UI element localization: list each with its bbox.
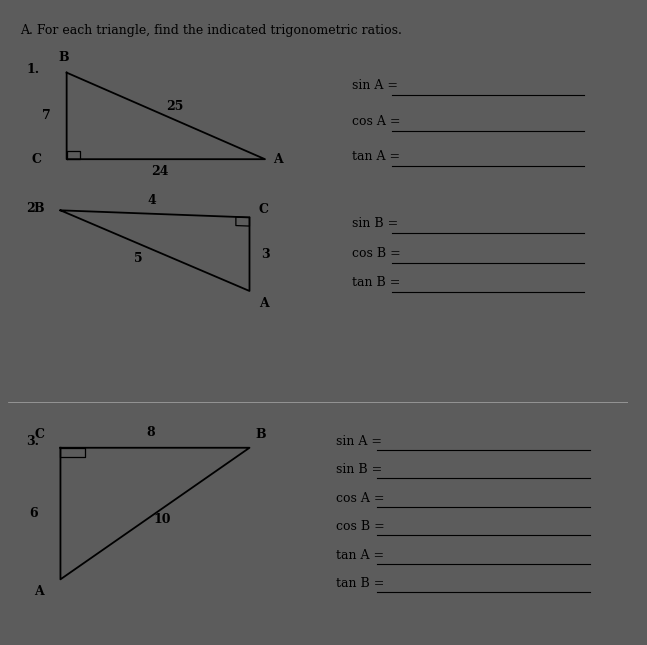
Text: 4: 4 — [147, 194, 156, 207]
Text: C: C — [35, 428, 45, 441]
Text: C: C — [259, 203, 269, 216]
Text: 3: 3 — [261, 248, 269, 261]
Text: 10: 10 — [154, 513, 171, 526]
Text: 8: 8 — [146, 426, 155, 439]
Text: cos B =: cos B = — [336, 521, 385, 533]
Text: tan A =: tan A = — [352, 150, 400, 163]
Text: 24: 24 — [151, 165, 168, 178]
Text: sin A =: sin A = — [336, 435, 382, 448]
Text: sin A =: sin A = — [352, 79, 398, 92]
Text: sin B =: sin B = — [336, 463, 382, 476]
Text: 5: 5 — [134, 252, 142, 265]
Text: 3.: 3. — [27, 435, 39, 448]
Text: cos A =: cos A = — [352, 115, 400, 128]
Text: A: A — [259, 297, 269, 310]
Text: cos B =: cos B = — [352, 246, 400, 259]
Text: B: B — [256, 428, 267, 441]
Text: 7: 7 — [42, 110, 50, 123]
Text: B: B — [58, 51, 69, 64]
Text: 2.: 2. — [27, 203, 39, 215]
Text: 25: 25 — [166, 99, 184, 113]
Text: C: C — [32, 154, 42, 166]
Text: cos A =: cos A = — [336, 491, 385, 505]
Text: 1.: 1. — [27, 63, 39, 76]
Text: sin B =: sin B = — [352, 217, 398, 230]
Text: tan B =: tan B = — [336, 577, 385, 590]
Text: B: B — [33, 202, 44, 215]
Text: A: A — [273, 154, 283, 166]
Text: A: A — [34, 586, 44, 599]
Text: 6: 6 — [29, 507, 38, 520]
Text: tan A =: tan A = — [336, 549, 384, 562]
Text: A. For each triangle, find the indicated trigonometric ratios.: A. For each triangle, find the indicated… — [20, 25, 402, 37]
Text: tan B =: tan B = — [352, 276, 400, 289]
